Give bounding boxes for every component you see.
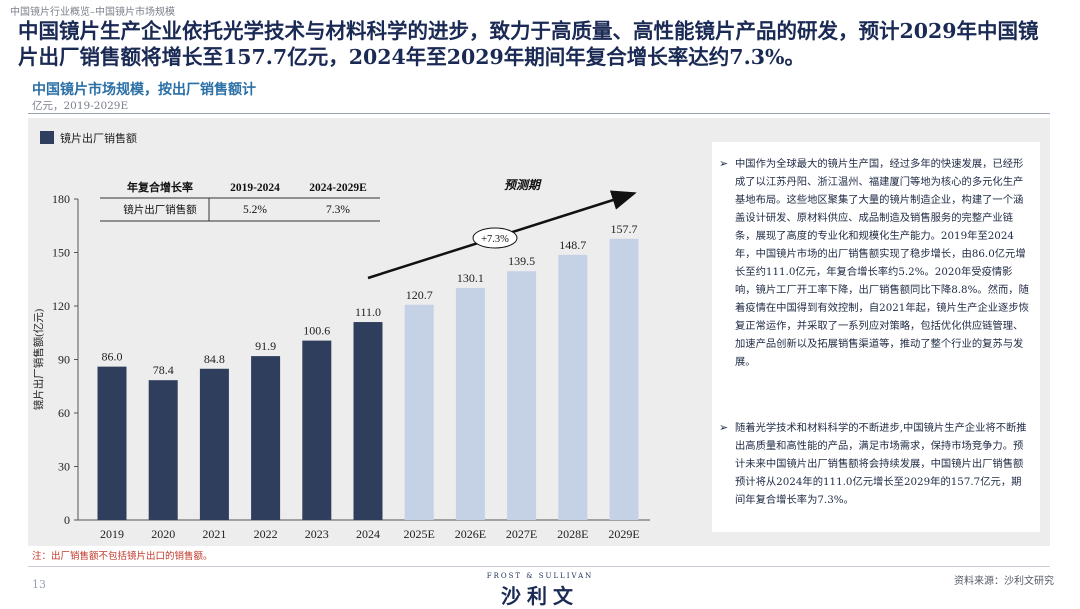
x-tick-label: 2023 xyxy=(305,527,329,541)
bar-value-label: 120.7 xyxy=(406,288,433,302)
cagr-table-header: 年复合增长率 xyxy=(127,180,193,194)
commentary-box xyxy=(712,142,1040,532)
cagr-table-header: 2019-2024 xyxy=(230,182,280,194)
legend-swatch xyxy=(40,131,54,144)
chart-title: 中国镜片市场规模，按出厂销售额计 xyxy=(32,82,256,98)
page-headline: 中国镜片生产企业依托光学技术与材料科学的进步，致力于高质量、高性能镜片产品的研发… xyxy=(18,19,1039,69)
bar-2019 xyxy=(97,366,127,520)
x-tick-label: 2021 xyxy=(202,527,226,541)
bar-value-label: 130.1 xyxy=(457,271,484,285)
x-tick-label: 2020 xyxy=(151,527,175,541)
x-tick-label: 2019 xyxy=(100,527,124,541)
x-tick-label: 2027E xyxy=(506,527,537,541)
x-tick-label: 2022 xyxy=(254,527,278,541)
bar-value-label: 139.5 xyxy=(508,254,535,268)
y-tick-label: 30 xyxy=(58,460,70,474)
bar-value-label: 111.0 xyxy=(355,305,381,319)
x-tick-label: 2026E xyxy=(455,527,486,541)
y-tick-label: 150 xyxy=(52,246,70,260)
legend-label: 镜片出厂销售额 xyxy=(60,131,137,145)
bar-2022 xyxy=(251,356,281,520)
bar-2023 xyxy=(302,340,332,520)
forecast-period-label: 预测期 xyxy=(504,178,542,192)
bar-2020 xyxy=(148,380,178,520)
bar-value-label: 157.7 xyxy=(611,222,638,236)
y-axis-title: 镜片出厂销售额(亿元) xyxy=(32,308,45,410)
bar-2024 xyxy=(353,322,383,520)
footnote: 注：出厂销售额不包括镜片出口的销售额。 xyxy=(32,551,213,562)
cagr-table-cell: 5.2% xyxy=(243,204,267,216)
bar-2026E xyxy=(455,287,485,520)
cagr-table-cell: 7.3% xyxy=(326,204,350,216)
y-tick-label: 60 xyxy=(58,406,70,420)
breadcrumb: 中国镜片行业概览–中国镜片市场规模 xyxy=(10,7,175,18)
arrow-bullet-icon: ➢ xyxy=(719,421,729,434)
bar-2025E xyxy=(404,304,434,520)
source-note: 资料来源：沙利文研究 xyxy=(954,576,1054,587)
growth-badge xyxy=(472,227,518,249)
y-tick-label: 90 xyxy=(58,353,70,367)
bullet-text-1: 中国作为全球最大的镜片生产国，经过多年的快速发展，已经形成了以江苏丹阳、浙江温州… xyxy=(735,158,1029,368)
title-divider xyxy=(28,113,1050,114)
chart-unit: 亿元，2019-2029E xyxy=(32,100,129,112)
bar-2029E xyxy=(609,238,639,521)
bar-value-label: 78.4 xyxy=(153,363,174,377)
company-logo: 沙利文 xyxy=(501,584,579,608)
growth-badge-label: +7.3% xyxy=(481,234,509,245)
x-tick-label: 2028E xyxy=(557,527,588,541)
bar-2027E xyxy=(507,271,537,520)
commentary-bullet-2: ➢ 随着光学技术和材料科学的不断进步,中国镜片生产企业将不断推出高质量和高性能的… xyxy=(719,419,1031,509)
logo-tagline: FROST & SULLIVAN xyxy=(486,572,594,580)
cagr-table-cell: 镜片出厂销售额 xyxy=(123,203,197,216)
y-tick-label: 180 xyxy=(52,192,70,206)
footer-divider xyxy=(28,566,1050,567)
bar-2021 xyxy=(199,368,229,520)
commentary-bullet-1: ➢ 中国作为全球最大的镜片生产国，经过多年的快速发展，已经形成了以江苏丹阳、浙江… xyxy=(719,155,1031,371)
x-tick-label: 2024 xyxy=(356,527,380,541)
bar-value-label: 84.8 xyxy=(204,352,225,366)
y-tick-label: 0 xyxy=(64,513,70,527)
x-tick-label: 2025E xyxy=(404,527,435,541)
x-tick-label: 2029E xyxy=(608,527,639,541)
page-number: 13 xyxy=(32,578,46,591)
arrow-bullet-icon: ➢ xyxy=(719,157,729,170)
cagr-table-header: 2024-2029E xyxy=(309,182,367,194)
bullet-text-2: 随着光学技术和材料科学的不断进步,中国镜片生产企业将不断推出高质量和高性能的产品… xyxy=(735,422,1027,506)
bar-value-label: 100.6 xyxy=(303,324,330,338)
y-tick-label: 120 xyxy=(52,299,70,313)
bar-value-label: 91.9 xyxy=(255,339,276,353)
bar-value-label: 86.0 xyxy=(102,350,123,364)
bar-2028E xyxy=(558,254,588,520)
bar-value-label: 148.7 xyxy=(559,238,586,252)
